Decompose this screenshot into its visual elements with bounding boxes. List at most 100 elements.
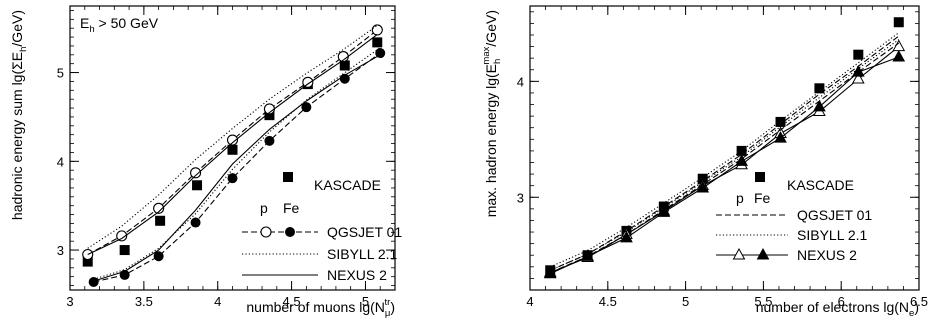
- series-line: [549, 42, 900, 274]
- x-axis-label-sub: μ: [385, 308, 390, 319]
- data-point: [227, 144, 238, 155]
- series-nexus-2-fe: [543, 49, 906, 279]
- data-point: [227, 173, 238, 184]
- x-axis-label-close: ): [914, 299, 919, 315]
- x-axis-label-sup: tr: [385, 297, 392, 308]
- data-point: [153, 202, 165, 214]
- data-point: [892, 49, 906, 62]
- legend-fe-label: Fe: [283, 200, 300, 216]
- series-line: [549, 35, 900, 271]
- data-point: [339, 60, 350, 71]
- y-axis-label-sub: h: [492, 59, 503, 64]
- y-tick-label: 3: [57, 243, 64, 258]
- y-axis-label-close: /GeV): [483, 10, 499, 47]
- legend-kascade-marker: [755, 172, 765, 182]
- data-point: [155, 215, 166, 226]
- data-point: [190, 167, 202, 179]
- x-tick-label: 4: [214, 294, 221, 309]
- legend-p-marker: [260, 226, 272, 238]
- data-point: [893, 17, 904, 28]
- series-line: [549, 56, 899, 275]
- x-tick-label: 5.5: [754, 294, 772, 309]
- plot-frame: [529, 5, 920, 291]
- legend-p-label: p: [260, 200, 268, 216]
- series-line: [93, 47, 381, 280]
- x-tick-label: 4.5: [599, 294, 617, 309]
- x-tick-label: 4.5: [283, 294, 301, 309]
- series-nexus-2-p: [87, 33, 378, 255]
- legend-kascade-label: KASCADE: [314, 177, 381, 193]
- x-tick-label: 3.5: [135, 294, 153, 309]
- panel-right: 4 4.5 5 5.5 6 6.5 3 4 number of electrons lg(Ne)…: [481, 5, 928, 319]
- data-point: [372, 37, 383, 48]
- legend-fe-marker: [285, 227, 295, 237]
- data-point: [371, 24, 383, 36]
- data-point: [375, 48, 386, 59]
- legend-fe-label: Fe: [754, 190, 771, 206]
- x-tick-label: 4: [526, 294, 533, 309]
- y-axis-label-sub: h: [18, 47, 29, 52]
- legend-model-label: SIBYLL 2.1: [327, 246, 398, 262]
- legend-model-label: NEXUS 2: [327, 267, 387, 283]
- legend-kascade-label: KASCADE: [787, 177, 854, 193]
- data-point: [892, 39, 906, 52]
- series-line: [87, 33, 378, 255]
- data-point: [88, 277, 99, 288]
- energy-cut-annotation-rest: > 50 GeV: [95, 15, 159, 31]
- series-nexus-2-fe: [93, 54, 381, 282]
- energy-cut-annotation: Eh > 50 GeV: [80, 15, 159, 35]
- series-line: [549, 32, 900, 268]
- series-sibyll-2-1-p: [549, 32, 900, 268]
- x-tick-label: 5: [362, 294, 369, 309]
- legend-model-label: QGSJET 01: [327, 224, 402, 240]
- data-point: [226, 134, 239, 146]
- x-axis-label-sub: e: [909, 308, 914, 319]
- legend-model-label: SIBYLL 2.1: [797, 227, 868, 243]
- x-axis-label-base: number of electrons lg(N: [756, 299, 909, 315]
- y-tick-label: 4: [517, 74, 524, 89]
- legend-p-marker: [732, 247, 746, 260]
- x-tick-label: 3: [66, 294, 73, 309]
- x-axis-label: number of electrons lg(Ne): [756, 299, 919, 319]
- data-point: [153, 251, 164, 262]
- series-qgsjet-01-p: [82, 24, 383, 261]
- data-point: [264, 135, 275, 146]
- data-point: [736, 145, 747, 156]
- data-point: [814, 83, 825, 94]
- legend-model-label: QGSJET 01: [797, 207, 872, 223]
- series-qgsjet-01-p: [549, 35, 900, 271]
- legend-fe-marker: [756, 247, 770, 260]
- x-tick-label: 5: [682, 294, 689, 309]
- data-point: [82, 256, 93, 267]
- energy-cut-annotation-sub: h: [89, 24, 94, 35]
- data-point: [302, 76, 314, 88]
- legend-p-label: p: [736, 190, 744, 206]
- y-tick-label: 5: [57, 66, 64, 81]
- y-axis-label: max. hadron energy lg(Ehmax/GeV): [481, 10, 503, 217]
- series-line: [93, 54, 381, 282]
- y-axis-label-base: max. hadron energy lg(E: [483, 64, 499, 217]
- x-axis-label: number of muons lg(Nμtr): [246, 297, 395, 319]
- data-point: [813, 99, 826, 112]
- data-point: [775, 116, 786, 127]
- data-point: [543, 266, 557, 279]
- x-tick-label: 6: [838, 294, 845, 309]
- y-axis-label-sup: max: [481, 46, 492, 64]
- series-sibyll-2-1-fe: [93, 47, 381, 280]
- series-qgsjet-01-fe: [88, 48, 386, 288]
- x-axis-label-base: number of muons lg(N: [246, 299, 385, 315]
- data-point: [774, 131, 787, 143]
- data-point: [116, 230, 128, 242]
- legend-kascade-marker: [283, 172, 293, 182]
- data-point: [301, 102, 312, 113]
- y-tick-label: 3: [517, 190, 524, 205]
- series-sibyll-2-1-p: [87, 25, 378, 249]
- legend: KASCADE p Fe QGSJET 01 SIBYLL 2.1 NEXUS 2: [716, 172, 872, 263]
- data-point: [696, 180, 710, 193]
- data-point: [190, 217, 201, 228]
- legend: KASCADE p Fe QGSJET 01 SIBYLL 2.1 NEXUS 2: [242, 172, 402, 283]
- data-point: [192, 180, 203, 191]
- data-point: [851, 71, 865, 84]
